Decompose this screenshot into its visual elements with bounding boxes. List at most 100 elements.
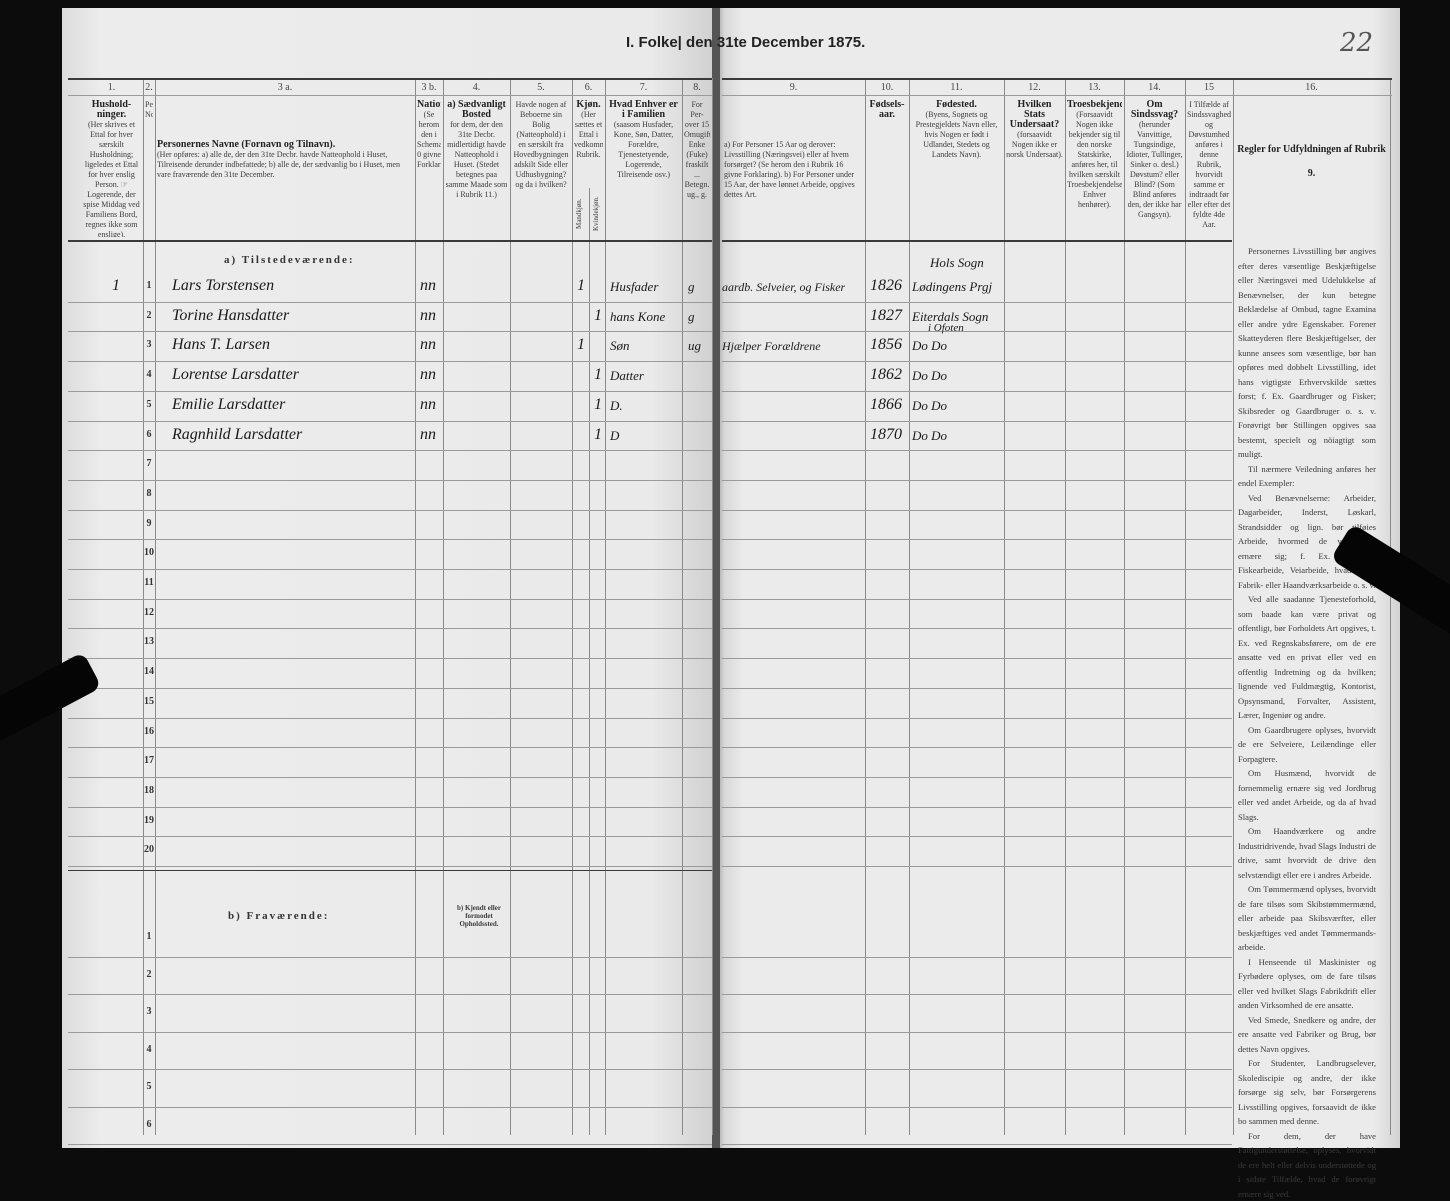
row-number: 19 bbox=[142, 815, 156, 826]
birthplace-parish: Hols Sogn bbox=[930, 255, 984, 271]
row-rule bbox=[68, 628, 712, 629]
column-description: a) For Personer 15 Aar og derover: Livss… bbox=[724, 140, 855, 199]
page-number: 22 bbox=[1340, 28, 1373, 58]
rule-paragraph: Om Haandværkere og andre Industridrivend… bbox=[1238, 824, 1376, 882]
row-rule bbox=[722, 391, 1232, 392]
page-title: I. Folke| den 31te December 1875. bbox=[626, 34, 865, 51]
column-header: Troesbekjendelse.(Forsaavidt Nogen ikke … bbox=[1067, 100, 1122, 237]
column-number: 7. bbox=[605, 82, 682, 93]
rule-paragraph: Ved alle saadanne Tjenesteforhold, som b… bbox=[1238, 592, 1376, 723]
row-number: 14 bbox=[142, 666, 156, 677]
birth-year: 1826 bbox=[870, 277, 902, 295]
column-header: Hvad Enhver er i Familien(saasom Husfade… bbox=[607, 100, 680, 237]
column-description: (Her skrives et Ettal for hver særskilt … bbox=[83, 120, 139, 237]
row-rule bbox=[68, 994, 712, 995]
column-rule bbox=[443, 78, 444, 1135]
sex-subheader: Kvindekjøn. bbox=[591, 192, 603, 236]
row-rule bbox=[722, 302, 1232, 303]
rules-rubrik-9: Personernes Livsstilling bør angives eft… bbox=[1238, 244, 1376, 1201]
column-number: 11. bbox=[909, 82, 1004, 93]
person-name: Hans T. Larsen bbox=[172, 336, 270, 354]
row-rule bbox=[722, 569, 1232, 570]
row-number: 6 bbox=[142, 1119, 156, 1130]
row-rule bbox=[68, 957, 712, 958]
person-name: Torine Hansdatter bbox=[172, 307, 289, 325]
column-rule bbox=[1004, 78, 1005, 1135]
column-rule bbox=[605, 78, 606, 1135]
sex-female: 1 bbox=[594, 396, 602, 414]
book-gutter bbox=[712, 8, 720, 1148]
row-rule bbox=[722, 747, 1232, 748]
column-description: Havde nogen af Beboerne sin Bolig (Natte… bbox=[513, 100, 568, 189]
column-number: 5. bbox=[510, 82, 572, 93]
column-number: 16. bbox=[1233, 82, 1390, 93]
row-rule bbox=[68, 539, 712, 540]
column-description: (Her opføres: a) alle de, der den 31te D… bbox=[157, 150, 400, 179]
row-rule bbox=[722, 1069, 1232, 1070]
person-name: Lars Torstensen bbox=[172, 277, 274, 295]
birthplace: Do Do bbox=[912, 368, 947, 384]
column-number: 3 b. bbox=[415, 82, 443, 93]
family-role: Husfader bbox=[610, 279, 658, 295]
column-number: 8. bbox=[682, 82, 712, 93]
birth-year: 1862 bbox=[870, 366, 902, 384]
column-header: Havde nogen af Beboerne sin Bolig (Natte… bbox=[512, 100, 570, 237]
row-rule bbox=[68, 391, 712, 392]
row-number: 15 bbox=[142, 696, 156, 707]
column-rule bbox=[682, 78, 683, 1135]
header-rule bbox=[68, 95, 712, 96]
row-rule bbox=[68, 777, 712, 778]
column-header: Hvilken Stats Undersaat?(forsaavidt Noge… bbox=[1006, 100, 1063, 237]
rule-paragraph: I Henseende til Maskinister og Fyrbødere… bbox=[1238, 955, 1376, 1013]
column-title: Hvad Enhver er i Familien bbox=[609, 100, 678, 120]
row-rule bbox=[68, 747, 712, 748]
row-rule bbox=[722, 1144, 1232, 1145]
absent-location-label: b) Kjendt eller formodet Opholdssted. bbox=[445, 904, 513, 928]
column-number: 13. bbox=[1065, 82, 1124, 93]
row-number: 2 bbox=[142, 310, 156, 321]
column-header: Regler for Udfyldningen af Rubrik 9. bbox=[1235, 138, 1388, 237]
row-number: 7 bbox=[142, 458, 156, 469]
header-rule bbox=[68, 240, 712, 242]
row-rule bbox=[68, 870, 712, 871]
column-title: Troesbekjendelse. bbox=[1067, 100, 1122, 110]
row-rule bbox=[722, 539, 1232, 540]
row-number: 5 bbox=[142, 399, 156, 410]
row-number: 20 bbox=[142, 844, 156, 855]
row-rule bbox=[722, 628, 1232, 629]
column-rule bbox=[415, 78, 416, 1135]
column-number: 9. bbox=[722, 82, 865, 93]
column-rule bbox=[510, 78, 511, 1135]
column-rule bbox=[909, 78, 910, 1135]
row-rule bbox=[68, 510, 712, 511]
family-role: Søn bbox=[610, 338, 630, 354]
column-rule bbox=[712, 78, 713, 1135]
column-number: 15 bbox=[1185, 82, 1233, 93]
birthplace: Do Do bbox=[912, 338, 947, 354]
row-rule bbox=[68, 1107, 712, 1108]
header-rule bbox=[722, 240, 1232, 242]
row-rule bbox=[68, 361, 712, 362]
column-rule bbox=[865, 78, 866, 1135]
nationality: nn bbox=[420, 366, 436, 384]
column-description: I Tilfælde af Sindssvaghed og Døvstumhed… bbox=[1187, 100, 1231, 229]
column-header: Personernes No. bbox=[145, 100, 153, 237]
row-rule bbox=[722, 718, 1232, 719]
row-rule bbox=[722, 658, 1232, 659]
column-description: (herunder Vanvittige, Tungsindige, Idiot… bbox=[1126, 120, 1182, 219]
birth-year: 1870 bbox=[870, 426, 902, 444]
birthplace: Lødingens Prgj bbox=[912, 279, 992, 295]
birthplace: Do Do bbox=[912, 398, 947, 414]
row-rule bbox=[68, 331, 712, 332]
column-description: (Byens, Sognets og Prestegjeldets Navn e… bbox=[916, 110, 998, 159]
column-title: Kjøn. bbox=[576, 100, 600, 110]
header-rule bbox=[722, 95, 1392, 96]
column-rule bbox=[1233, 78, 1234, 1135]
row-rule bbox=[68, 1144, 712, 1145]
rule-paragraph: Personernes Livsstilling bør angives eft… bbox=[1238, 244, 1376, 462]
row-rule bbox=[722, 994, 1232, 995]
column-description: (Se herom den i Schema 0 givne Forklarin… bbox=[417, 110, 441, 169]
row-number: 4 bbox=[142, 369, 156, 380]
row-rule bbox=[722, 1032, 1232, 1033]
birth-year: 1827 bbox=[870, 307, 902, 325]
